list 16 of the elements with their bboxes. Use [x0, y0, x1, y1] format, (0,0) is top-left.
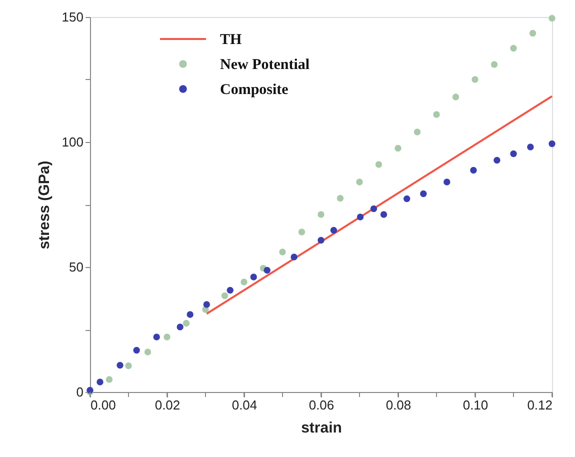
y-axis-title: stress (GPa) — [36, 160, 53, 250]
legend-label: New Potential — [220, 57, 310, 73]
x-tick-label: 0.00 — [90, 398, 116, 412]
x-tick-label: 0.06 — [308, 398, 334, 412]
x-tick-label: 0.12 — [527, 398, 552, 412]
y-tick-label: 100 — [62, 134, 84, 150]
x-tick-label: 0.10 — [462, 398, 488, 412]
legend-label: TH — [220, 32, 242, 48]
x-tick-label: 0.02 — [154, 398, 180, 412]
x-tick-label: 0.08 — [386, 398, 412, 412]
legend-label: Composite — [220, 82, 289, 98]
x-tick-label: 0.04 — [232, 398, 258, 412]
y-tick-label: 50 — [69, 260, 84, 274]
x-axis-title: strain — [301, 420, 342, 436]
y-tick-label: 0 — [76, 384, 84, 400]
y-tick-label: 150 — [62, 10, 84, 24]
